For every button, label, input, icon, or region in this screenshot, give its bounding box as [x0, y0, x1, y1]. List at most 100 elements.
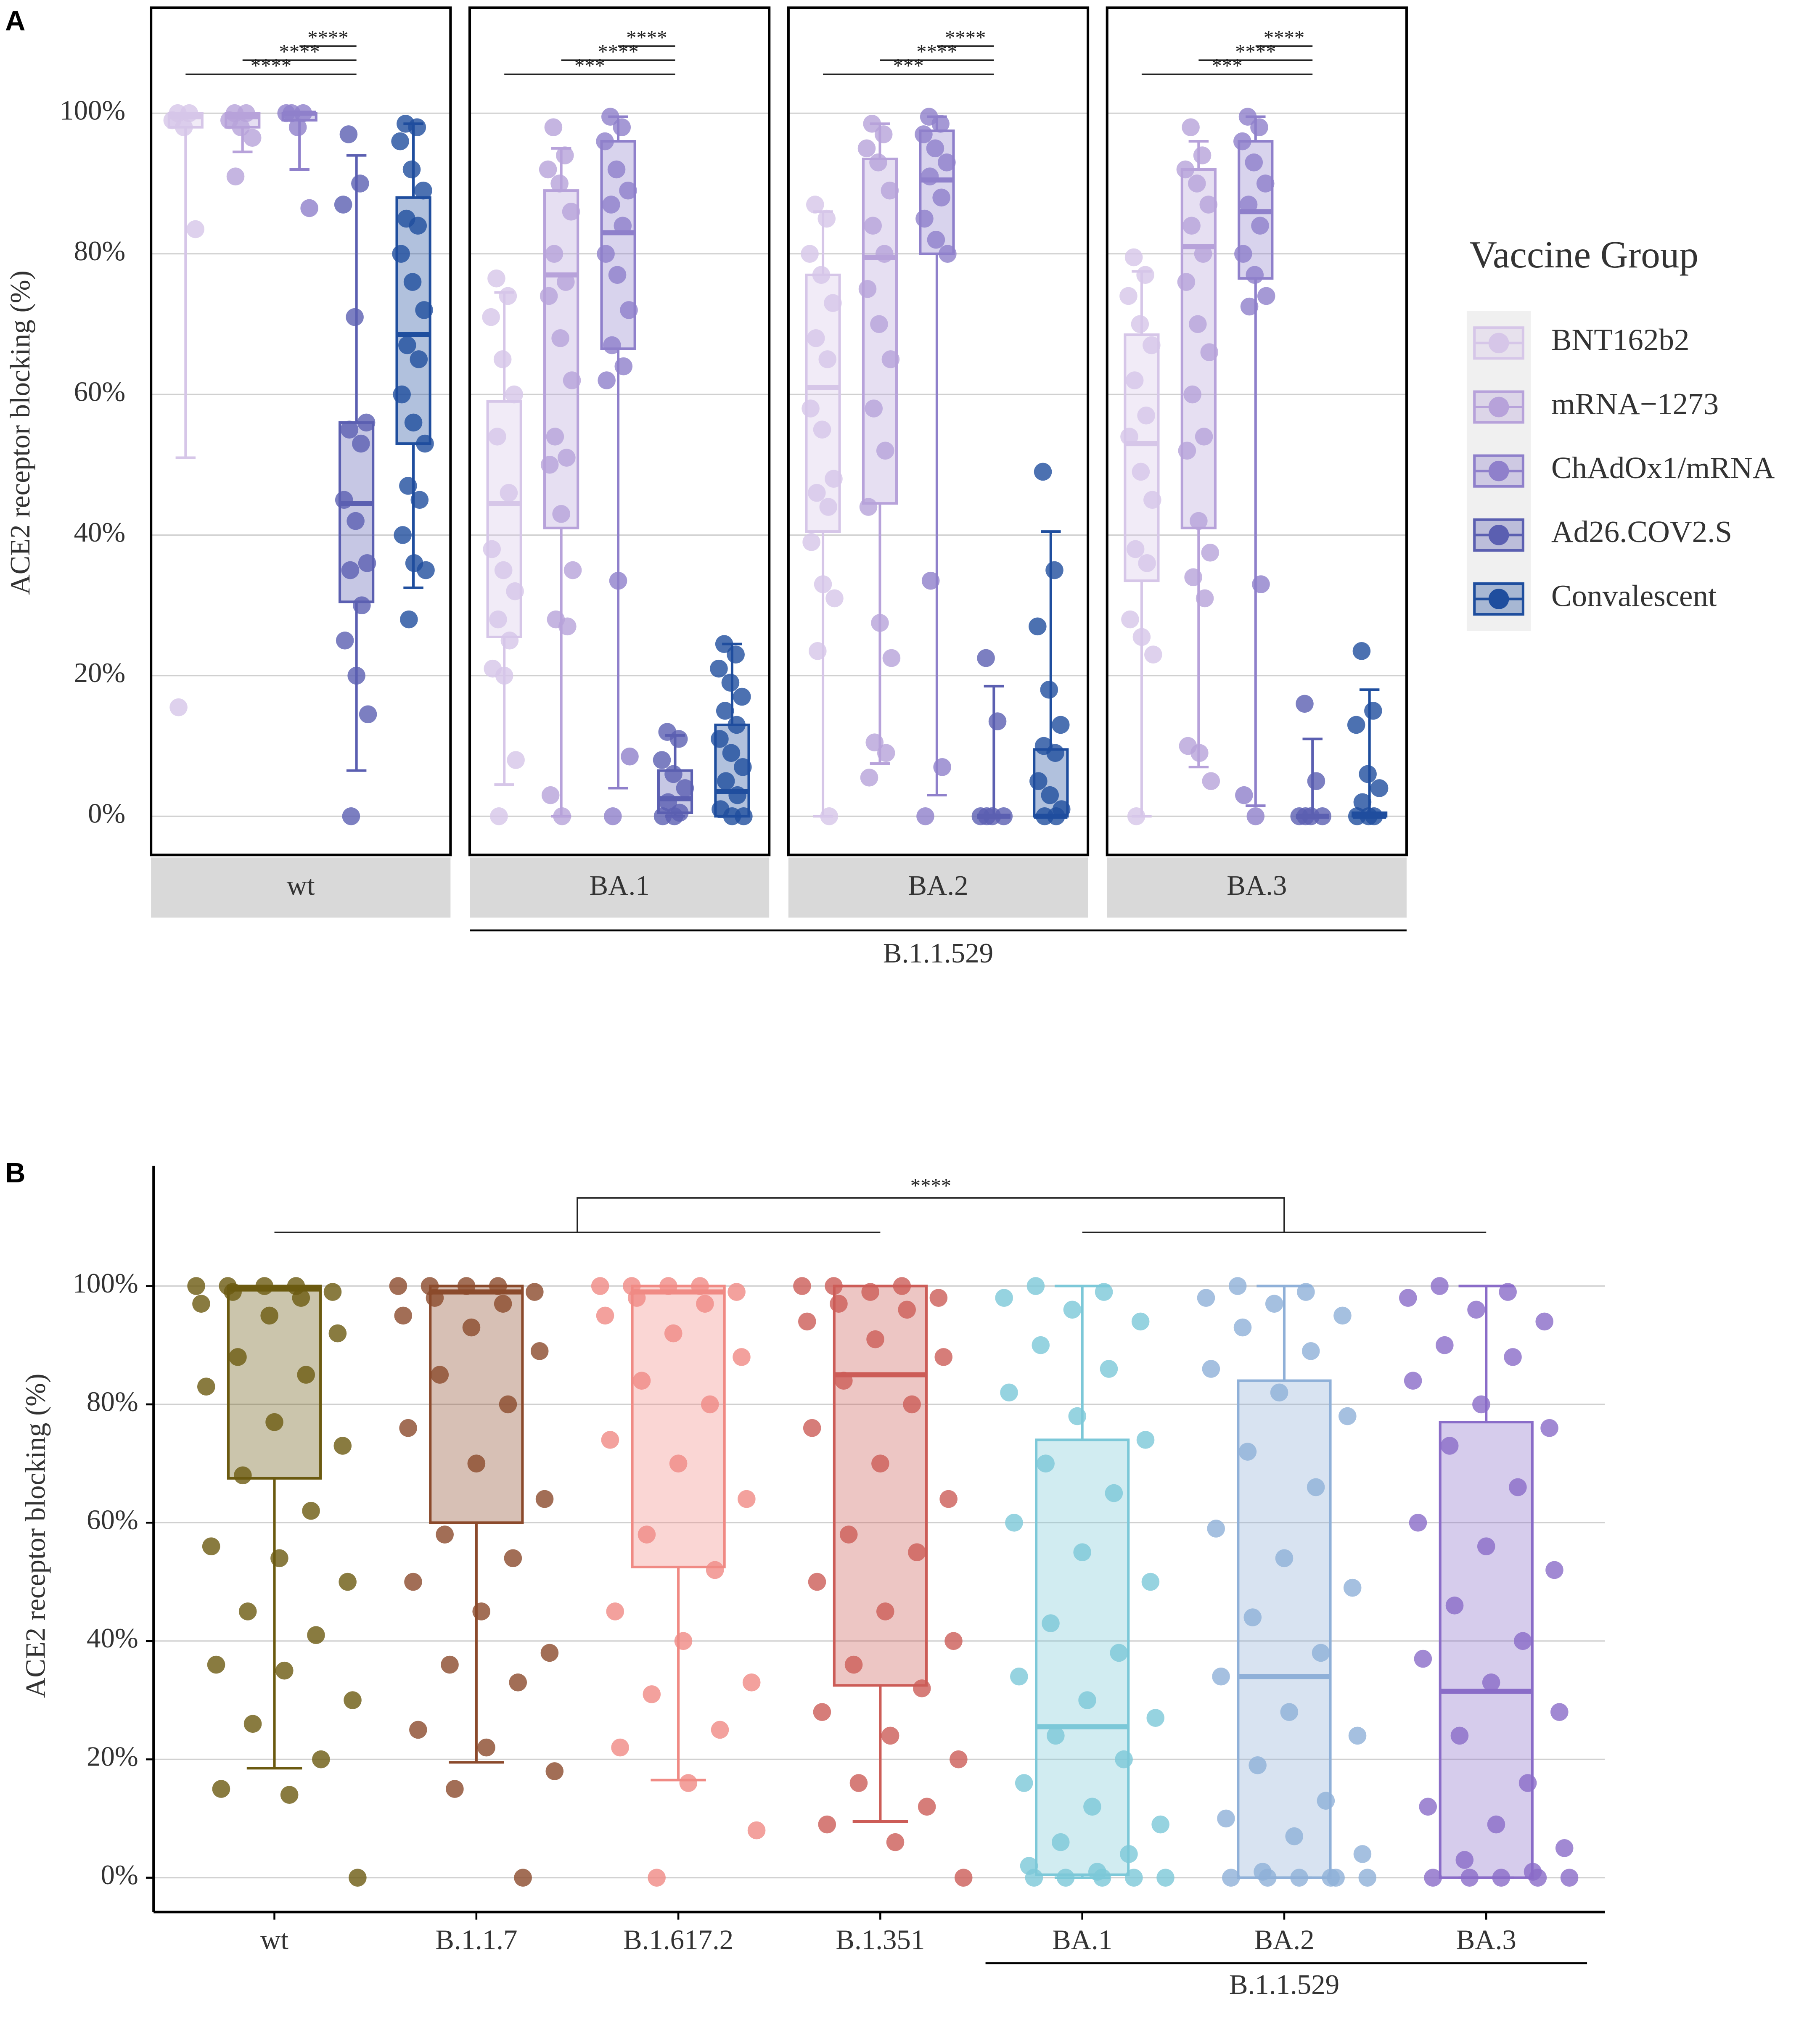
- point: [1257, 287, 1275, 305]
- point: [1000, 1383, 1018, 1402]
- point: [1120, 428, 1138, 446]
- facet-strip: [1107, 857, 1407, 918]
- point: [229, 1348, 247, 1366]
- point: [414, 181, 432, 200]
- point: [1138, 554, 1156, 572]
- legend-key-dot: [1488, 460, 1509, 481]
- point: [265, 1413, 283, 1431]
- point: [1197, 1289, 1215, 1307]
- point: [238, 1602, 257, 1620]
- point: [1131, 1312, 1150, 1331]
- point: [1146, 1709, 1165, 1727]
- point: [876, 441, 894, 460]
- point: [701, 1395, 719, 1414]
- point: [1280, 1703, 1299, 1721]
- legend-label: Ad26.COV2.S: [1551, 515, 1732, 549]
- significance-label: ***: [1212, 55, 1243, 77]
- point: [669, 1454, 688, 1472]
- point: [1119, 287, 1138, 305]
- y-tick-label: 20%: [74, 657, 126, 688]
- point: [938, 153, 956, 172]
- point: [903, 1395, 921, 1414]
- point: [545, 1762, 564, 1780]
- point: [825, 470, 843, 488]
- facet-strip: [151, 857, 451, 918]
- point: [1010, 1667, 1028, 1686]
- point: [676, 779, 694, 797]
- point: [483, 540, 501, 558]
- point: [802, 533, 820, 551]
- point: [817, 209, 836, 228]
- point: [1195, 428, 1213, 446]
- point: [611, 1738, 629, 1757]
- point: [977, 649, 995, 667]
- point: [1343, 1578, 1362, 1597]
- point: [807, 484, 826, 502]
- point: [1307, 1478, 1325, 1496]
- point: [915, 125, 933, 143]
- point: [801, 245, 819, 263]
- point: [426, 1289, 444, 1307]
- point: [1144, 645, 1162, 664]
- point: [1252, 575, 1270, 593]
- point: [352, 434, 370, 453]
- point: [632, 1372, 651, 1390]
- point: [1132, 463, 1150, 481]
- point: [389, 1277, 407, 1295]
- point: [619, 181, 637, 200]
- y-tick-label: 80%: [87, 1386, 138, 1417]
- x-tick-label: B.1.351: [836, 1924, 925, 1956]
- point: [1347, 716, 1365, 734]
- point: [335, 491, 353, 509]
- point: [224, 1283, 242, 1301]
- point: [408, 118, 426, 136]
- legend-label: mRNA−1273: [1551, 387, 1719, 421]
- point: [1327, 1869, 1345, 1887]
- x-tick-label: BA.1: [1052, 1924, 1112, 1956]
- box: [1237, 1379, 1332, 1879]
- point: [882, 649, 901, 667]
- point: [706, 1561, 724, 1579]
- point: [802, 399, 820, 418]
- point: [1499, 1283, 1517, 1301]
- point: [876, 1602, 894, 1620]
- point: [1083, 1798, 1101, 1816]
- point: [1025, 1869, 1043, 1887]
- point: [541, 786, 560, 804]
- point: [812, 266, 831, 284]
- facet-label: BA.1: [590, 870, 650, 901]
- point: [825, 589, 844, 608]
- point: [1364, 702, 1382, 720]
- point: [881, 350, 900, 368]
- point: [1105, 1484, 1123, 1502]
- y-tick-label: 0%: [101, 1859, 138, 1890]
- point: [1217, 1809, 1235, 1828]
- point: [334, 196, 352, 214]
- point: [562, 203, 580, 221]
- point: [1436, 1336, 1454, 1354]
- point: [415, 301, 433, 319]
- point: [793, 1277, 811, 1295]
- point: [591, 1277, 609, 1295]
- point: [500, 484, 518, 502]
- point: [431, 1366, 449, 1384]
- panel-label: B: [5, 1157, 25, 1189]
- point: [1233, 1318, 1252, 1337]
- point: [1199, 196, 1218, 214]
- point: [1095, 1283, 1113, 1301]
- point: [1051, 1833, 1070, 1851]
- point: [733, 687, 751, 706]
- point: [1296, 695, 1314, 713]
- point: [403, 273, 422, 291]
- point: [1047, 1726, 1065, 1745]
- point: [921, 167, 939, 186]
- point: [1093, 1869, 1111, 1887]
- point: [457, 1277, 476, 1295]
- x-tick-label: B.1.617.2: [623, 1924, 733, 1956]
- point: [1202, 772, 1220, 790]
- point: [1196, 589, 1214, 608]
- point: [1131, 315, 1149, 333]
- point: [1313, 807, 1331, 825]
- legend-key-dot: [1488, 589, 1509, 609]
- point: [1141, 1573, 1160, 1591]
